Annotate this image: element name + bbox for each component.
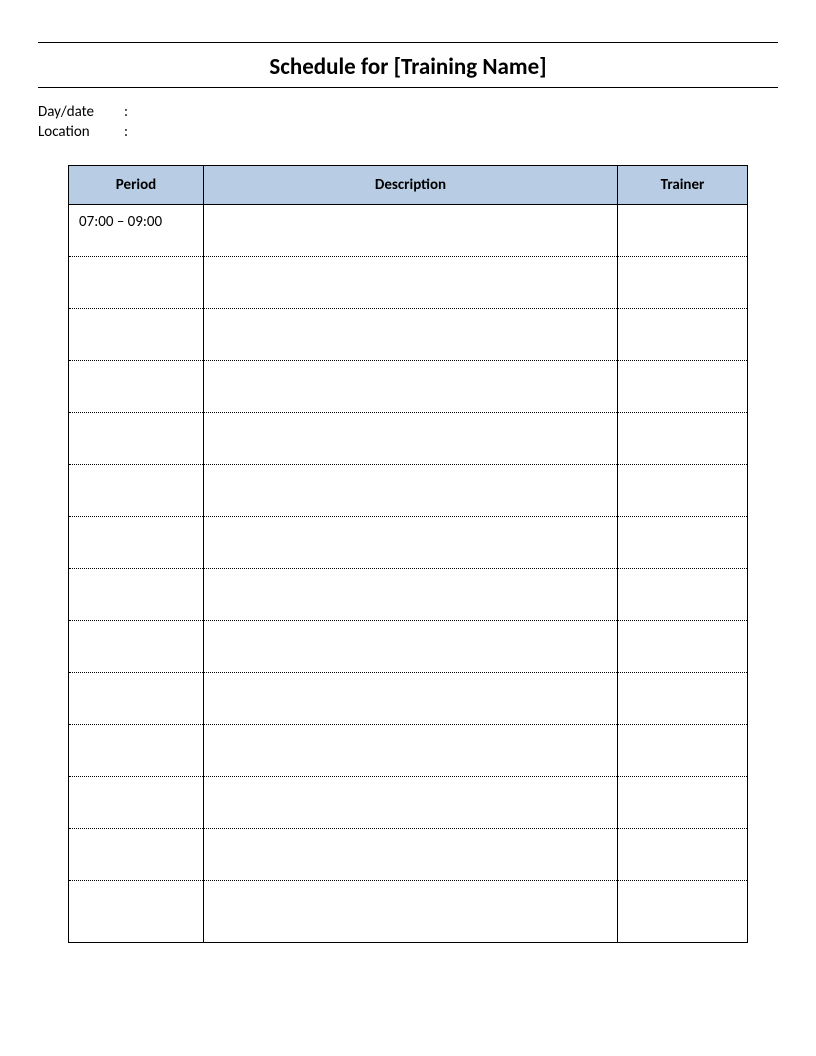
cell-description xyxy=(204,776,618,828)
table-row xyxy=(69,828,748,880)
cell-period: 07:00 – 09:00 xyxy=(69,204,204,256)
table-row xyxy=(69,360,748,412)
col-header-trainer: Trainer xyxy=(618,165,748,204)
cell-description xyxy=(204,724,618,776)
cell-period xyxy=(69,568,204,620)
col-header-description: Description xyxy=(204,165,618,204)
table-row xyxy=(69,568,748,620)
cell-description xyxy=(204,360,618,412)
daydate-label: Day/date xyxy=(38,102,124,122)
table-row xyxy=(69,880,748,942)
meta-row-location: Location : xyxy=(38,122,778,142)
cell-description xyxy=(204,412,618,464)
cell-period xyxy=(69,464,204,516)
cell-period xyxy=(69,256,204,308)
cell-period xyxy=(69,308,204,360)
cell-period xyxy=(69,516,204,568)
cell-description xyxy=(204,568,618,620)
table-header-row: Period Description Trainer xyxy=(69,165,748,204)
page-title: Schedule for [Training Name] xyxy=(38,49,778,87)
cell-period xyxy=(69,360,204,412)
cell-period xyxy=(69,672,204,724)
table-row xyxy=(69,516,748,568)
table-row: 07:00 – 09:00 xyxy=(69,204,748,256)
table-row xyxy=(69,776,748,828)
cell-period xyxy=(69,724,204,776)
table-row xyxy=(69,412,748,464)
cell-period xyxy=(69,828,204,880)
cell-description xyxy=(204,828,618,880)
cell-description xyxy=(204,672,618,724)
cell-description xyxy=(204,308,618,360)
schedule-table: Period Description Trainer 07:00 – 09:00 xyxy=(68,165,748,943)
cell-trainer xyxy=(618,724,748,776)
table-row xyxy=(69,724,748,776)
table-row xyxy=(69,308,748,360)
cell-period xyxy=(69,880,204,942)
table-row xyxy=(69,620,748,672)
cell-description xyxy=(204,620,618,672)
table-row xyxy=(69,464,748,516)
meta-block: Day/date : Location : xyxy=(38,102,778,143)
cell-trainer xyxy=(618,464,748,516)
title-rule-bottom xyxy=(38,87,778,88)
meta-row-daydate: Day/date : xyxy=(38,102,778,122)
cell-trainer xyxy=(618,360,748,412)
schedule-table-wrap: Period Description Trainer 07:00 – 09:00 xyxy=(68,165,748,943)
cell-description xyxy=(204,204,618,256)
cell-trainer xyxy=(618,516,748,568)
cell-description xyxy=(204,516,618,568)
daydate-colon: : xyxy=(124,102,136,122)
cell-period xyxy=(69,776,204,828)
cell-trainer xyxy=(618,256,748,308)
cell-description xyxy=(204,256,618,308)
cell-trainer xyxy=(618,620,748,672)
cell-trainer xyxy=(618,568,748,620)
schedule-tbody: 07:00 – 09:00 xyxy=(69,204,748,942)
cell-period xyxy=(69,620,204,672)
location-colon: : xyxy=(124,122,136,142)
table-row xyxy=(69,256,748,308)
cell-trainer xyxy=(618,828,748,880)
col-header-period: Period xyxy=(69,165,204,204)
cell-trainer xyxy=(618,204,748,256)
cell-trainer xyxy=(618,672,748,724)
cell-trainer xyxy=(618,308,748,360)
cell-trainer xyxy=(618,776,748,828)
table-row xyxy=(69,672,748,724)
location-label: Location xyxy=(38,122,124,142)
cell-trainer xyxy=(618,412,748,464)
cell-trainer xyxy=(618,880,748,942)
cell-description xyxy=(204,880,618,942)
title-rule-top xyxy=(38,42,778,43)
cell-period xyxy=(69,412,204,464)
cell-description xyxy=(204,464,618,516)
